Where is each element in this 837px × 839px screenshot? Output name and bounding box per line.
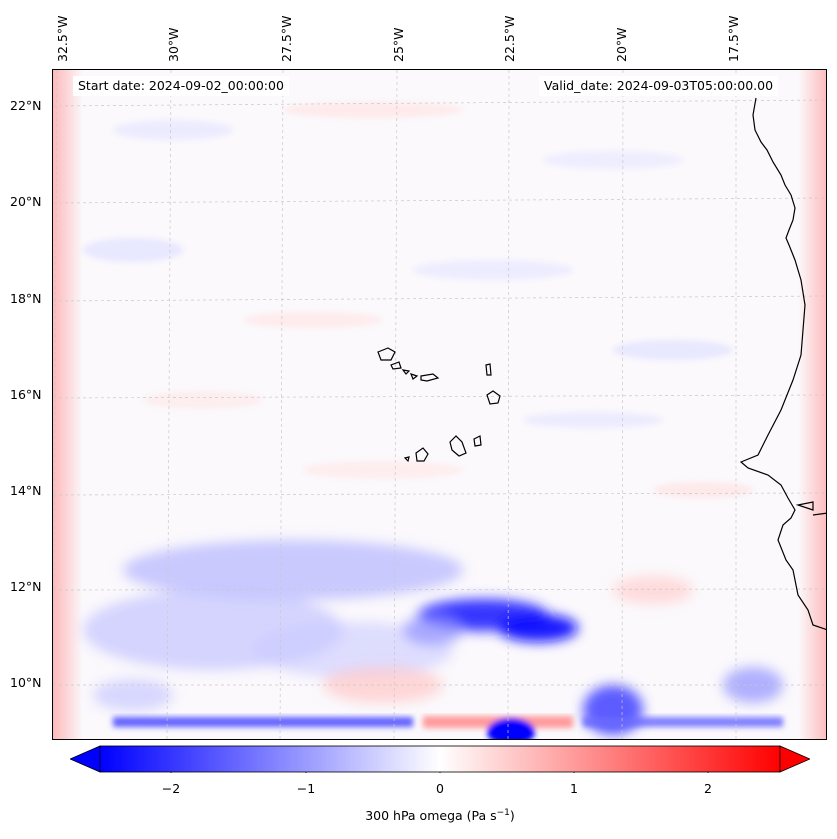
lon-label-27-5w: 27.5°W	[279, 15, 294, 62]
colorbar-extend-max	[779, 745, 810, 773]
lon-label-20w: 20°W	[614, 27, 629, 62]
graticule	[53, 70, 826, 739]
lon-label-22-5w: 22.5°W	[502, 15, 517, 62]
left-edge-band	[53, 70, 83, 739]
colorbar-tick-2: 2	[704, 781, 712, 796]
lat-label-14n: 14°N	[10, 483, 42, 498]
lon-label-17-5w: 17.5°W	[726, 15, 741, 62]
omega-field-map	[53, 70, 826, 739]
start-date-label: Start date: 2024-09-02_00:00:00	[73, 76, 289, 96]
colorbar-tick-neg2: −2	[161, 781, 181, 796]
lon-label-32-5w: 32.5°W	[55, 15, 70, 62]
bottom-boundary-stripe	[113, 716, 783, 739]
right-edge-band	[798, 70, 826, 739]
lat-label-16n: 16°N	[10, 387, 42, 402]
colorbar-title-text: 300 hPa omega (Pa s	[365, 808, 497, 824]
colorbar-tick-0: 0	[436, 781, 444, 796]
convective-band	[83, 540, 783, 735]
colorbar-title-unit-exponent: −1	[496, 808, 510, 818]
colorbar-extend-min	[70, 745, 101, 773]
lat-label-12n: 12°N	[10, 579, 42, 594]
coastline	[739, 97, 826, 630]
colorbar-title: 300 hPa omega (Pa s−1)	[0, 808, 837, 823]
lat-label-20n: 20°N	[10, 194, 42, 209]
colorbar-tick-1: 1	[570, 781, 578, 796]
map-panel	[52, 69, 827, 740]
colorbar-tick-neg1: −1	[296, 781, 316, 796]
colorbar-gradient	[99, 745, 781, 773]
field-speckles	[83, 102, 753, 498]
cape-verde-islands	[377, 347, 501, 463]
colorbar	[70, 745, 810, 773]
lon-label-30w: 30°W	[166, 27, 181, 62]
lat-label-18n: 18°N	[10, 291, 42, 306]
colorbar-title-close: )	[509, 808, 515, 824]
lat-label-22n: 22°N	[10, 98, 42, 113]
lat-label-10n: 10°N	[10, 675, 42, 690]
valid-date-label: Valid_date: 2024-09-03T05:00:00.00	[539, 76, 779, 96]
lon-label-25w: 25°W	[391, 27, 406, 62]
